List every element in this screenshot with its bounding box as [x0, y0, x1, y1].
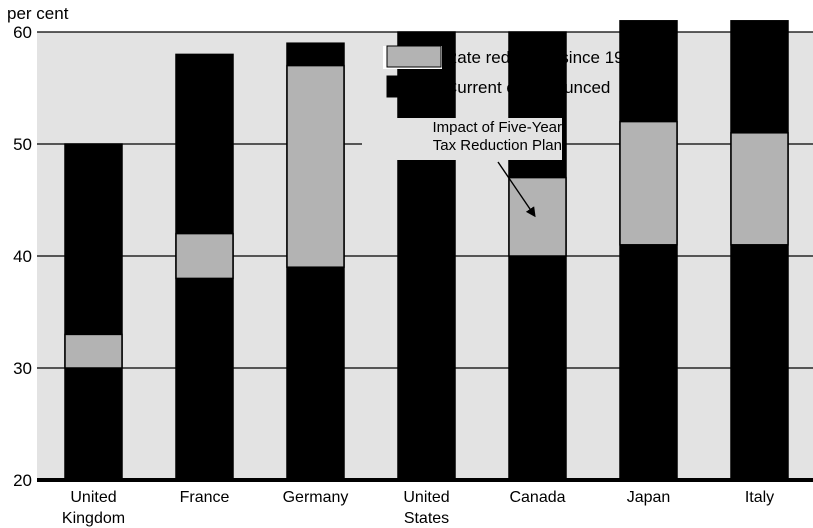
annotation-text-1: Tax Reduction Plan	[433, 137, 562, 154]
x-tick-label-3-1: States	[404, 510, 449, 527]
legend-label-0: Rate reduction since 1996	[445, 48, 643, 67]
legend: Rate reduction since 1996 Current or anno…	[383, 45, 643, 98]
y-tick-label-20: 20	[13, 471, 32, 490]
bar-current-5	[619, 20, 678, 481]
y-tick-label-60: 60	[13, 23, 32, 42]
x-axis-labels: United Kingdom France Germany United States Ca…	[62, 489, 774, 527]
bar-reduction-1	[175, 232, 234, 280]
legend-label-1: Current or announced	[445, 78, 610, 97]
y-axis-label: per cent	[7, 4, 69, 23]
annotation-text-0: Impact of Five-Year	[433, 119, 563, 136]
bar-current-6	[730, 20, 789, 481]
x-tick-label-4-0: Canada	[509, 489, 565, 506]
bar-reduction-2	[286, 64, 345, 268]
x-tick-label-5-0: Japan	[627, 489, 671, 506]
x-tick-label-0-1: Kingdom	[62, 510, 125, 527]
y-tick-label-50: 50	[13, 135, 32, 154]
bar-reduction-0	[64, 333, 123, 369]
annotation-arrow	[497, 161, 536, 218]
bar-current-0	[64, 143, 123, 481]
x-tick-label-6-0: Italy	[745, 489, 774, 506]
legend-swatch-0	[386, 45, 442, 68]
x-tick-label-0-0: United	[70, 489, 116, 506]
y-axis-ticks: 20 30 40 50 60	[13, 23, 32, 490]
y-tick-label-30: 30	[13, 359, 32, 378]
legend-swatch-1	[386, 75, 442, 98]
bars	[64, 20, 789, 481]
bar-current-3	[397, 31, 456, 481]
bar-reduction-4	[508, 176, 567, 257]
bar-reduction-5	[619, 120, 678, 246]
x-tick-label-1-0: France	[180, 489, 230, 506]
bar-reduction-6	[730, 132, 789, 246]
x-tick-label-3-0: United	[403, 489, 449, 506]
y-tick-label-40: 40	[13, 247, 32, 266]
x-tick-label-2-0: Germany	[283, 489, 349, 506]
annotation-bg	[362, 118, 562, 160]
